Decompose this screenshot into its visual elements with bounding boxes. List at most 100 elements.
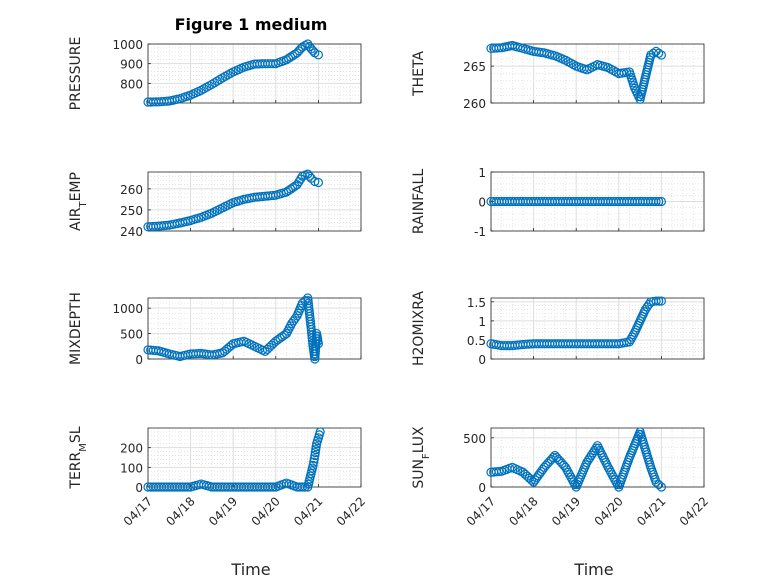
data-series [486, 427, 667, 492]
data-point [654, 296, 664, 306]
data-point [656, 482, 667, 492]
y-axis-label: MIXDEPTH [68, 292, 84, 365]
x-tick-label: 04/17 [464, 494, 498, 528]
plot-area [148, 428, 361, 487]
data-point [656, 196, 667, 207]
data-point [656, 50, 667, 60]
data-point [651, 196, 661, 207]
data-point [627, 332, 637, 342]
data-point [308, 460, 318, 470]
data-point [310, 450, 320, 461]
y-tick-label: 1 [478, 315, 486, 329]
data-point [290, 313, 300, 323]
data-point [586, 450, 597, 460]
data-point [585, 453, 595, 463]
data-point [315, 427, 325, 437]
y-tick-label: 260 [463, 97, 486, 111]
data-point [548, 452, 558, 463]
y-tick-label: 0 [135, 353, 143, 367]
data-point [624, 337, 635, 347]
x-tick-label: 04/22 [334, 494, 368, 528]
data-point [309, 454, 319, 464]
data-point [654, 479, 664, 490]
x-tick-label: 04/19 [549, 494, 583, 528]
data-point [656, 296, 667, 306]
data-point [297, 482, 308, 492]
y-tick-label: 0 [135, 481, 143, 495]
subplot-terr: 0 100 200 04/17 04/18 04/19 04/20 04/21 04/22 TER… [68, 426, 368, 528]
y-tick-label: 265 [463, 60, 486, 74]
subplot-sun: 0 500 04/17 04/18 04/19 04/20 04/21 04/22 SUNFLU… [411, 426, 711, 529]
data-point [626, 334, 636, 345]
data-point [215, 74, 225, 85]
data-point [304, 171, 315, 181]
x-tick-label: 04/19 [206, 494, 240, 528]
x-tick-label: 04/21 [291, 494, 325, 528]
x-tick-label: 04/21 [634, 494, 668, 528]
data-point [313, 177, 323, 188]
x-axis-label-left: Time [230, 560, 270, 579]
y-tick-label: 0 [478, 353, 486, 367]
y-tick-label: 0 [478, 481, 486, 495]
data-point [654, 48, 664, 58]
data-point [309, 457, 319, 467]
y-tick-label: 1000 [112, 38, 143, 52]
data-series [143, 293, 323, 364]
axes-box [147, 171, 362, 232]
x-tick-label: 04/18 [163, 494, 197, 528]
subplot-mixdepth: 0 500 1000 MIXDEPTH [68, 292, 362, 367]
y-axis-label: AIRTEMP [68, 172, 89, 231]
axes-box [490, 297, 705, 360]
data-point [651, 296, 661, 306]
data-point [582, 457, 592, 468]
data-series [143, 39, 323, 107]
data-point [654, 196, 664, 207]
data-point [310, 447, 320, 458]
subplot-h2omixra: 0 0.5 1 1.5 H2OMIXRA [411, 291, 705, 367]
axes-box [490, 427, 705, 488]
y-tick-label: 1.5 [467, 296, 486, 310]
subplot-rainfall: -1 0 1 RAINFALL [411, 166, 705, 239]
subplot-air: 240 250 260 AIRTEMP [68, 169, 362, 239]
y-tick-label: 500 [120, 328, 143, 342]
data-point [583, 455, 593, 465]
subplot-pressure: 800 900 1000 PRESSURE [68, 37, 362, 110]
data-series [486, 196, 667, 207]
data-point [311, 445, 321, 455]
subplot-theta: 260 265 THETA [411, 40, 705, 111]
data-series [143, 427, 325, 492]
data-series [486, 40, 667, 104]
y-tick-label: 1000 [112, 302, 143, 316]
y-tick-label: 200 [120, 442, 143, 456]
x-tick-label: 04/20 [592, 494, 626, 528]
data-point [226, 340, 236, 351]
y-axis-label: TERRMSL [68, 426, 89, 489]
y-axis-label: RAINFALL [411, 169, 427, 234]
y-tick-label: -1 [474, 225, 486, 239]
data-point [297, 298, 308, 308]
y-tick-label: 900 [120, 58, 143, 72]
y-tick-label: 240 [120, 225, 143, 239]
data-point [310, 176, 320, 187]
data-point [651, 477, 661, 487]
y-tick-label: 260 [120, 183, 143, 197]
data-series [486, 296, 667, 351]
data-point [526, 475, 537, 485]
y-tick-label: 500 [463, 432, 486, 446]
x-tick-label: 04/22 [677, 494, 711, 528]
y-axis-label: H2OMIXRA [411, 291, 427, 366]
data-point [313, 50, 323, 60]
y-axis-label: SUNFLUX [411, 426, 432, 489]
axes-box [147, 427, 362, 488]
x-tick-label: 04/17 [121, 494, 155, 528]
data-point [311, 442, 321, 452]
y-tick-label: 100 [120, 461, 143, 475]
data-series [143, 169, 323, 232]
x-axis-label-right: Time [573, 560, 613, 579]
y-tick-label: 0.5 [467, 334, 486, 348]
y-tick-label: 1 [478, 166, 486, 180]
y-tick-label: 800 [120, 77, 143, 91]
x-tick-label: 04/20 [249, 494, 283, 528]
